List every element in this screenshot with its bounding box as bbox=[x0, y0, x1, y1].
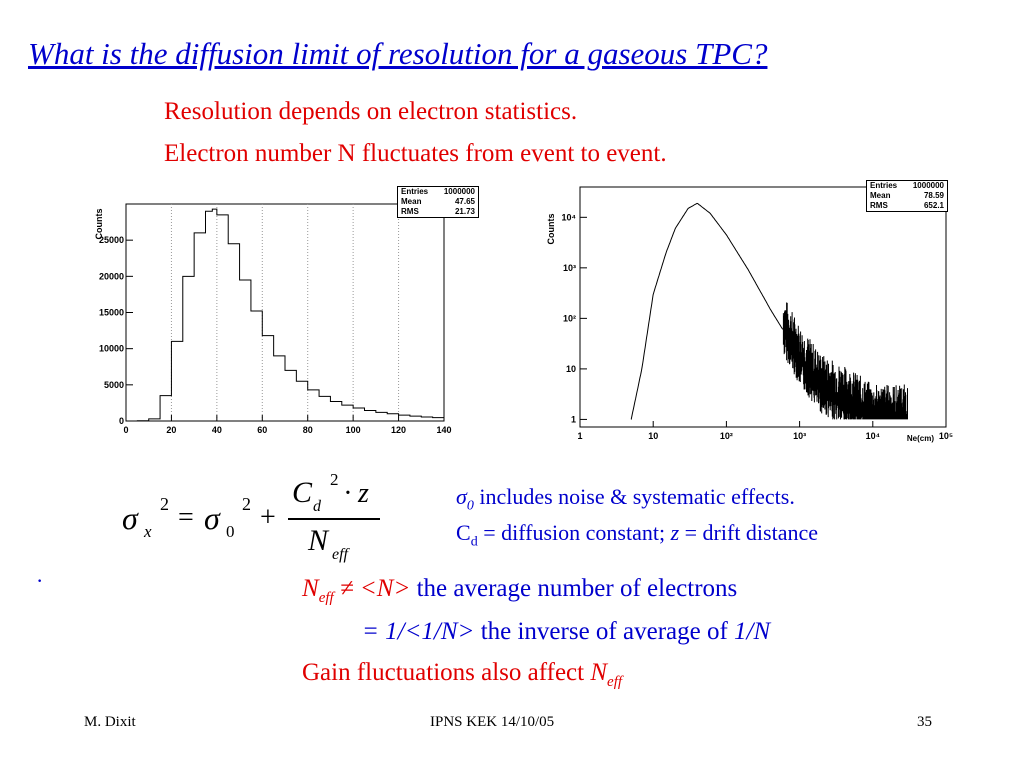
x-tick-label: 0 bbox=[123, 425, 128, 435]
x-tick-label: 10⁴ bbox=[866, 431, 880, 441]
stats-mean: 47.65 bbox=[454, 197, 475, 206]
x-tick-label: 120 bbox=[391, 425, 406, 435]
neff-desc: the average number of electrons bbox=[410, 575, 738, 602]
sup-2: 2 bbox=[160, 494, 169, 514]
x-tick-label: 20 bbox=[166, 425, 176, 435]
x-tick-label: 140 bbox=[436, 425, 451, 435]
stats-entries: 1000000 bbox=[912, 181, 944, 190]
x-axis-label: Ne(cm) bbox=[907, 434, 934, 443]
y-tick-label: 0 bbox=[119, 416, 124, 426]
y-axis-label: Counts bbox=[94, 209, 104, 240]
stats-mean: 78.59 bbox=[923, 191, 944, 200]
neff-line: Neff ≠ <N> the average number of electro… bbox=[302, 575, 737, 607]
stats-rms-label: RMS bbox=[870, 201, 888, 210]
sub-eff: eff bbox=[332, 546, 348, 563]
note-diffusion-text: = diffusion constant; bbox=[477, 520, 671, 545]
histogram-linear: 0 20 40 60 80 100 120 140 0 5000 10000 15000 20000 25… bbox=[94, 203, 452, 435]
histogram-log-plot: 1 10 10² 10³ 10⁴ 10⁵ 1 10 10² 10³ 10⁴ Counts Ne(cm) bbox=[546, 186, 953, 443]
histogram-curve bbox=[126, 208, 445, 422]
gain-N: N bbox=[590, 659, 608, 686]
y-tick-label: 10⁴ bbox=[562, 212, 576, 222]
inverse-line: = 1/<1/N> the inverse of average of 1/N bbox=[362, 618, 770, 646]
inverse-desc: the inverse of average of bbox=[474, 618, 735, 645]
denominator-N: N bbox=[308, 524, 329, 557]
x-tick-label: 40 bbox=[212, 425, 222, 435]
intro-line-1: Resolution depends on electron statistic… bbox=[164, 98, 578, 125]
plot-frame bbox=[579, 186, 947, 428]
note-z: z bbox=[670, 520, 680, 545]
sup-2: 2 bbox=[242, 494, 251, 514]
footer-page-number: 35 bbox=[917, 714, 932, 730]
note-sigma0: σ0 includes noise & systematic effects. bbox=[456, 484, 795, 514]
y-tick-label: 25000 bbox=[99, 235, 124, 245]
numerator-C: C bbox=[292, 476, 313, 509]
sigma-0-symbol: σ bbox=[204, 500, 220, 536]
equals-sign: = bbox=[178, 502, 194, 533]
stats-rms: 21.73 bbox=[454, 207, 475, 216]
gain-text: Gain fluctuations also affect bbox=[302, 659, 591, 686]
sub-x: x bbox=[144, 522, 152, 541]
y-axis-label: Counts bbox=[546, 214, 556, 245]
stats-entries-label: Entries bbox=[870, 181, 898, 190]
stats-mean-label: Mean bbox=[870, 191, 891, 200]
resolution-formula: σ x 2 = σ 0 2 + C d 2 · z N eff bbox=[122, 470, 392, 570]
x-tick-label: 10 bbox=[648, 431, 658, 441]
bullet-dot: · bbox=[36, 568, 44, 593]
x-tick-label: 100 bbox=[346, 425, 361, 435]
note-diffusion: Cd = diffusion constant; z = drift dista… bbox=[456, 520, 818, 550]
x-tick-label: 80 bbox=[303, 425, 313, 435]
note-sigma0-symbol: σ bbox=[456, 484, 467, 509]
plot-frame bbox=[125, 203, 445, 422]
y-tick-label: 1 bbox=[571, 414, 576, 424]
note-d-sub: d bbox=[470, 534, 478, 550]
stats-rms-label: RMS bbox=[401, 207, 419, 216]
stats-box-linear: Entries 1000000 Mean 47.65 RMS 21.73 bbox=[397, 186, 479, 218]
sub-d: d bbox=[313, 498, 321, 515]
fraction-bar bbox=[288, 518, 380, 520]
histogram-linear-plot: 0 20 40 60 80 100 120 140 0 5000 10000 15000 20000 25… bbox=[94, 203, 452, 435]
stats-entries: 1000000 bbox=[443, 187, 475, 196]
y-tick-label: 10000 bbox=[99, 344, 124, 354]
footer-venue-date: IPNS KEK 14/10/05 bbox=[430, 714, 555, 730]
sub-0: 0 bbox=[226, 522, 235, 541]
y-tick-label: 10³ bbox=[563, 263, 576, 273]
y-tick-label: 5000 bbox=[104, 380, 124, 390]
footer-author: M. Dixit bbox=[84, 714, 136, 730]
stats-mean-label: Mean bbox=[401, 197, 422, 206]
x-tick-label: 1 bbox=[577, 431, 582, 441]
y-tick-label: 15000 bbox=[99, 308, 124, 318]
neff-N: N bbox=[302, 575, 319, 602]
inverse-expr: = 1/<1/N> bbox=[362, 618, 475, 645]
dot-z: · z bbox=[344, 478, 369, 509]
y-tick-label: 10² bbox=[563, 313, 576, 323]
sup-2: 2 bbox=[330, 470, 339, 489]
x-tick-label: 10³ bbox=[793, 431, 806, 441]
gain-line: Gain fluctuations also affect Neff bbox=[302, 659, 622, 691]
intro-line-2: Electron number N fluctuates from event … bbox=[164, 140, 667, 167]
stats-entries-label: Entries bbox=[401, 187, 429, 196]
stats-rms: 652.1 bbox=[923, 201, 944, 210]
histogram-log: 1 10 10² 10³ 10⁴ 10⁵ 1 10 10² 10³ 10⁴ Counts Ne(cm) bbox=[546, 186, 953, 443]
neq-avg-N: ≠ <N> bbox=[333, 575, 411, 602]
histogram-curve bbox=[630, 202, 784, 420]
y-tick-label: 10 bbox=[566, 364, 576, 374]
gain-sub: eff bbox=[607, 674, 623, 690]
histogram-tail bbox=[782, 302, 908, 420]
x-tick-label: 60 bbox=[257, 425, 267, 435]
neff-sub: eff bbox=[318, 590, 334, 606]
inverse-end: 1/N bbox=[734, 618, 771, 645]
note-sigma0-sub: 0 bbox=[466, 498, 474, 514]
note-drift-text: = drift distance bbox=[679, 520, 819, 545]
x-tick-label: 10⁵ bbox=[939, 431, 953, 441]
note-C: C bbox=[456, 520, 471, 545]
plus-sign: + bbox=[260, 502, 276, 533]
x-tick-label: 10² bbox=[720, 431, 733, 441]
stats-box-log: Entries 1000000 Mean 78.59 RMS 652.1 bbox=[866, 180, 948, 212]
sigma-x-symbol: σ bbox=[122, 500, 138, 536]
slide-title: What is the diffusion limit of resolutio… bbox=[28, 36, 768, 71]
note-sigma0-text: includes noise & systematic effects. bbox=[473, 484, 795, 509]
y-tick-label: 20000 bbox=[99, 271, 124, 281]
